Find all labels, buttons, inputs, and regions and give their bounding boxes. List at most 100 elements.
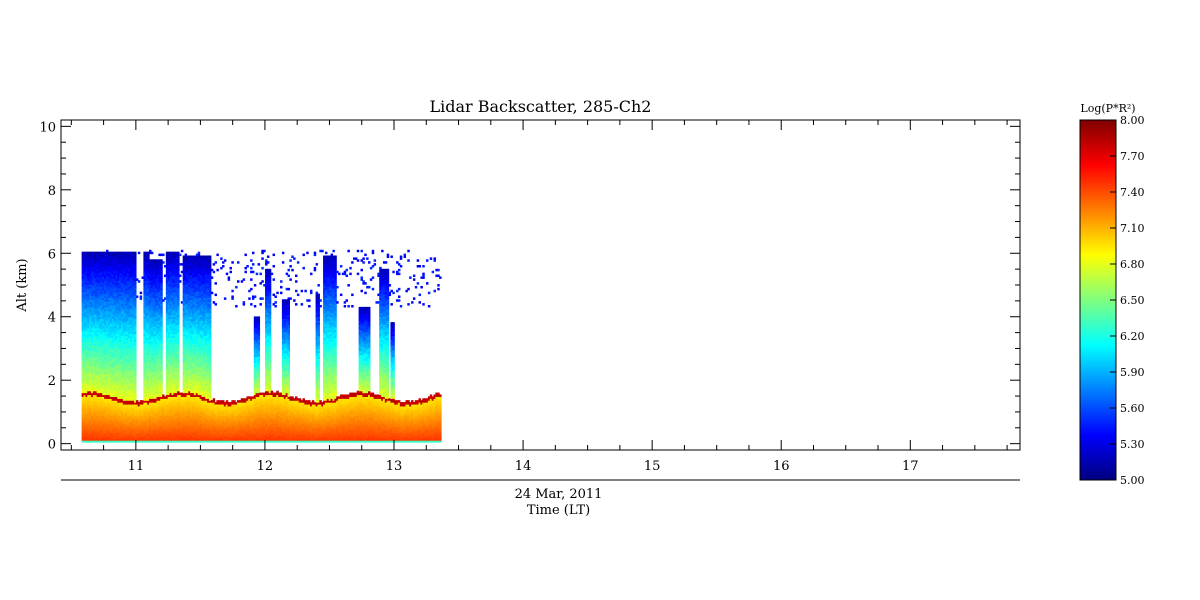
heatmap-cell <box>83 402 86 405</box>
heatmap-cell <box>126 377 130 380</box>
heatmap-cell <box>119 426 122 430</box>
heatmap-cell <box>134 356 137 359</box>
heatmap-cell <box>91 381 94 384</box>
heatmap-cell <box>160 371 163 375</box>
heatmap-cell <box>165 318 169 321</box>
heatmap-cell <box>115 329 118 333</box>
heatmap-cell <box>171 310 174 314</box>
heatmap-cell <box>175 310 178 314</box>
heatmap-cell <box>91 324 94 327</box>
heatmap-cell <box>150 331 154 335</box>
heatmap-cell <box>115 400 118 403</box>
heatmap-cell <box>100 400 103 403</box>
heatmap-cell <box>143 365 146 369</box>
heatmap-cell <box>167 438 171 441</box>
heatmap-cell <box>130 373 133 377</box>
heatmap-cell <box>111 400 115 403</box>
heatmap-cell <box>169 341 173 344</box>
heatmap-cell <box>109 362 113 365</box>
heatmap-cell <box>152 291 156 295</box>
heatmap-cell <box>120 409 124 413</box>
heatmap-cell <box>91 291 94 295</box>
heatmap-cell <box>89 251 92 255</box>
heatmap-cell <box>87 265 90 268</box>
heatmap-cell <box>85 259 88 262</box>
heatmap-cell <box>111 364 115 367</box>
heatmap-cell <box>83 348 86 352</box>
heatmap-cell <box>173 329 176 333</box>
heatmap-cell <box>152 392 156 396</box>
heatmap-cell <box>158 291 161 295</box>
heatmap-cell <box>167 396 171 399</box>
heatmap-cell <box>94 398 98 401</box>
heatmap-cell <box>169 417 173 420</box>
heatmap-cell <box>104 423 107 426</box>
heatmap-cell <box>120 320 124 323</box>
heatmap-cell <box>137 423 141 426</box>
heatmap-cell <box>89 331 92 335</box>
heatmap-cell <box>117 440 120 443</box>
heatmap-cell <box>167 325 171 329</box>
heatmap-cell <box>107 289 111 293</box>
heatmap-cell <box>117 352 120 356</box>
heatmap-cell <box>122 402 126 405</box>
heatmap-cell <box>113 396 116 399</box>
heatmap-cell <box>111 274 115 278</box>
heatmap-cell <box>92 403 96 407</box>
heatmap-cell <box>143 390 146 394</box>
heatmap-cell <box>158 384 161 388</box>
heatmap-cell <box>154 270 158 274</box>
heatmap-cell <box>156 312 159 316</box>
heatmap-cell <box>100 409 103 413</box>
heatmap-cell <box>85 390 88 394</box>
heatmap-cell <box>143 299 146 302</box>
heatmap-cell <box>160 348 163 352</box>
heatmap-cell <box>87 282 90 285</box>
heatmap-cell <box>91 339 94 342</box>
heatmap-cell <box>149 333 152 337</box>
heatmap-cell <box>130 333 133 337</box>
heatmap-cell <box>107 405 111 409</box>
heatmap-cell <box>158 314 161 318</box>
heatmap-cell <box>119 352 122 356</box>
heatmap-cell <box>147 341 150 344</box>
heatmap-cell <box>169 272 173 276</box>
heatmap-cell <box>115 266 118 270</box>
heatmap-cell <box>117 285 120 289</box>
heatmap-cell <box>126 337 130 340</box>
heatmap-cell <box>132 253 135 257</box>
heatmap-cell <box>122 335 126 338</box>
heatmap-cell <box>119 369 122 373</box>
heatmap-cell <box>85 325 88 329</box>
heatmap-cell <box>120 287 124 291</box>
heatmap-cell <box>107 369 111 373</box>
heatmap-cell <box>171 348 174 352</box>
heatmap-cell <box>152 405 156 409</box>
heatmap-cell <box>139 407 143 411</box>
heatmap-cell <box>126 394 130 397</box>
heatmap-cell <box>98 299 101 302</box>
heatmap-cell <box>130 396 133 399</box>
heatmap-cell <box>113 306 116 310</box>
heatmap-cell <box>173 341 176 344</box>
heatmap-cell <box>105 316 109 319</box>
heatmap-cell <box>100 440 103 443</box>
heatmap-cell <box>135 426 139 430</box>
heatmap-cell <box>109 322 113 325</box>
heatmap-cell <box>94 407 98 411</box>
heatmap-cell <box>111 263 115 266</box>
heatmap-cell <box>122 343 126 346</box>
heatmap-cell <box>96 270 100 274</box>
heatmap-cell <box>165 421 169 424</box>
heatmap-cell <box>117 360 120 363</box>
heatmap-cell <box>117 428 120 432</box>
heatmap-cell <box>132 265 135 268</box>
heatmap-cell <box>81 436 85 439</box>
heatmap-cell <box>147 333 150 337</box>
heatmap-cell <box>111 409 115 413</box>
heatmap-cell <box>167 278 171 281</box>
heatmap-cell <box>100 362 103 365</box>
heatmap-cell <box>145 419 148 422</box>
heatmap-cell <box>145 303 148 306</box>
heatmap-cell <box>141 407 145 411</box>
